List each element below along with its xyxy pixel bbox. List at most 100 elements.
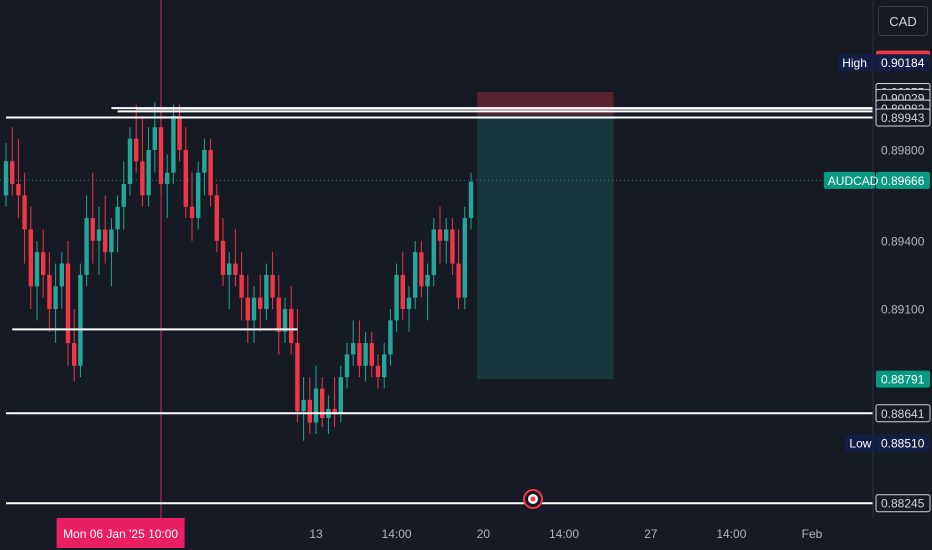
candle [282, 297, 288, 344]
horizontal-lines-layer [6, 107, 873, 505]
price-label: 0.90184 High [838, 54, 930, 72]
candle [65, 240, 71, 366]
candle-body [121, 184, 126, 207]
candle-body [282, 308, 288, 332]
candle [78, 263, 83, 378]
take-profit-zone [477, 114, 614, 380]
candle-body [233, 263, 238, 275]
candle [406, 286, 412, 332]
price-tag-text: High [842, 56, 867, 70]
price-label-text: 0.88791 [881, 373, 925, 387]
event-marker-layer[interactable] [523, 489, 543, 509]
price-label-box [876, 54, 930, 72]
candle [233, 229, 238, 287]
candle [400, 252, 405, 321]
candle-body [189, 206, 195, 219]
candle-body [214, 195, 219, 241]
candle-body [344, 354, 350, 378]
candle [351, 320, 356, 366]
candle-body [307, 399, 312, 423]
price-label-text: 0.89100 [881, 302, 925, 316]
candle [115, 195, 120, 253]
candle [375, 354, 381, 389]
candle [227, 252, 232, 309]
price-label-text: 0.89400 [881, 234, 925, 248]
candle-body [16, 184, 21, 196]
candle-body [90, 218, 95, 241]
candle-body [165, 172, 170, 185]
candle-body [78, 274, 83, 366]
time-tick-label: Feb [802, 527, 823, 541]
candle [425, 263, 430, 321]
candle-body [425, 274, 430, 287]
candle-body [413, 252, 418, 298]
price-axis[interactable]: 0.902000.90184High0.900550.900290.899840… [823, 0, 931, 550]
candle-body [171, 115, 176, 173]
candle [369, 331, 374, 378]
candle-body [276, 297, 281, 332]
candle-body [202, 149, 207, 173]
candle-body [115, 206, 120, 230]
currency-button[interactable]: CAD [878, 6, 928, 36]
candle-body [456, 263, 461, 298]
candle [202, 138, 207, 196]
price-label-box [875, 404, 931, 423]
candle [301, 377, 306, 441]
price-label: 0.89800 [881, 143, 925, 157]
candle [307, 377, 312, 434]
candle [152, 102, 157, 173]
candle-body [338, 377, 343, 414]
candles-layer [3, 102, 474, 441]
candle-body [320, 388, 325, 419]
time-tick-label: 20 [477, 527, 491, 541]
candle-body [419, 252, 424, 287]
candle [220, 218, 226, 287]
candle [444, 218, 449, 264]
candle-body [468, 181, 474, 219]
time-axis[interactable]: 2025Mon 06 Jan '25 10:001314:002014:0027… [0, 518, 932, 550]
candle-body [375, 365, 381, 378]
candle [382, 343, 387, 389]
candle [295, 308, 300, 423]
price-label-box [876, 434, 930, 452]
candle-body [289, 308, 294, 344]
candle [320, 377, 325, 428]
candle-body [41, 252, 46, 275]
candle-body [47, 274, 52, 309]
candle [363, 331, 368, 382]
price-label: 0.88245 [875, 494, 931, 513]
candle [344, 343, 350, 389]
event-marker-dot [530, 496, 536, 502]
candle [394, 263, 399, 332]
candle-body [65, 263, 71, 344]
candle-body [295, 343, 300, 412]
price-label: 0.88791 [876, 370, 930, 388]
candle-body [270, 274, 275, 298]
candle-body [462, 218, 467, 298]
candle-body [53, 286, 58, 309]
candle [189, 172, 195, 241]
candle-body [313, 388, 319, 423]
candle [10, 127, 15, 196]
candle-body [59, 263, 64, 287]
candle [165, 154, 170, 219]
price-tag-text: Low [849, 437, 871, 451]
price-label: 0.89100 [881, 302, 925, 316]
candle [103, 195, 108, 264]
candle-body [158, 127, 164, 185]
candle-body [177, 115, 182, 150]
time-tick-label: 14:00 [716, 527, 746, 541]
candle-body [28, 229, 33, 287]
candle-body [251, 297, 257, 321]
candle-body [400, 274, 405, 309]
time-tick-label: 14:00 [382, 527, 412, 541]
price-label-text: 0.88245 [881, 497, 925, 511]
price-label: 0.89943 [875, 108, 931, 127]
candle [183, 127, 188, 219]
candle [468, 172, 474, 230]
candle [41, 229, 46, 298]
price-label-box [876, 171, 930, 189]
price-label: 0.89400 [881, 234, 925, 248]
